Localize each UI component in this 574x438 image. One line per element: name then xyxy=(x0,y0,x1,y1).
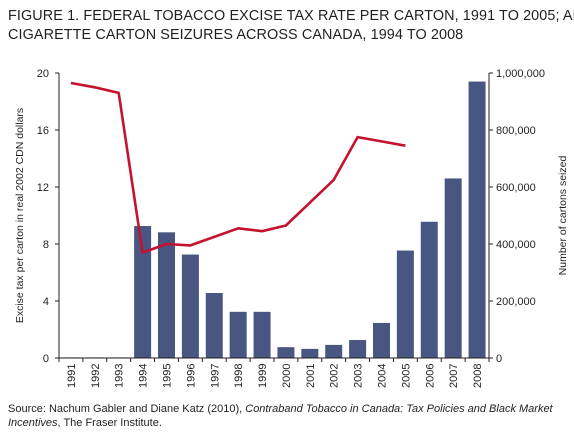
x-tick-label-1996: 1996 xyxy=(185,364,197,388)
bar-2008 xyxy=(468,81,486,359)
right-tick-label-400000: 400,000 xyxy=(496,239,536,251)
right-tick-label-800000: 800,000 xyxy=(496,125,536,137)
right-tick-label-600000: 600,000 xyxy=(496,182,536,194)
left-tick-label-8: 8 xyxy=(43,239,49,251)
left-tick-label-20: 20 xyxy=(37,68,49,80)
bar-2003 xyxy=(349,340,367,358)
x-tick-label-2000: 2000 xyxy=(281,364,293,388)
source-note: Source: Nachum Gabler and Diane Katz (20… xyxy=(8,402,570,430)
x-tick-label-2003: 2003 xyxy=(353,364,365,388)
left-tick-label-16: 16 xyxy=(37,125,49,137)
left-tick-label-0: 0 xyxy=(43,353,49,365)
chart-title: FIGURE 1. FEDERAL TOBACCO EXCISE TAX RAT… xyxy=(8,7,574,45)
bar-2000 xyxy=(277,347,295,358)
source-publication-title: Contraband Tobacco in Canada: Tax Polici… xyxy=(8,403,553,429)
tax-rate-line xyxy=(70,81,406,254)
right-tick-label-1000000: 1,000,000 xyxy=(496,68,545,80)
x-tick-label-2002: 2002 xyxy=(329,364,341,388)
source-prefix: Source: Nachum Gabler and Diane Katz (20… xyxy=(8,403,246,415)
bar-2007 xyxy=(444,178,462,358)
left-axis-title: Excise tax per carton in real 2002 CDN d… xyxy=(14,108,26,323)
bar-2006 xyxy=(420,221,438,358)
x-tick-label-1997: 1997 xyxy=(209,364,221,388)
bar-1996 xyxy=(181,254,199,358)
chart-title-line-2: CIGARETTE CARTON SEIZURES ACROSS CANADA,… xyxy=(8,27,464,43)
x-tick-label-1995: 1995 xyxy=(162,364,174,388)
bar-1994 xyxy=(134,226,152,358)
x-tick-label-2006: 2006 xyxy=(424,364,436,388)
bar-2001 xyxy=(301,348,319,358)
x-tick-label-2001: 2001 xyxy=(305,364,317,388)
x-tick-label-1999: 1999 xyxy=(257,364,269,388)
right-tick-label-200000: 200,000 xyxy=(496,296,536,308)
left-tick-label-12: 12 xyxy=(37,182,49,194)
x-tick-label-1998: 1998 xyxy=(233,364,245,388)
x-tick-label-1991: 1991 xyxy=(66,364,78,388)
combo-chart: 0 4 8 12 16 20 0 200,000 400,000 600,000 800,000 1,… xyxy=(14,68,569,388)
x-tick-label-1992: 1992 xyxy=(90,364,102,388)
bar-1998 xyxy=(229,311,247,358)
right-tick-label-0: 0 xyxy=(496,353,502,365)
bar-2004 xyxy=(373,322,390,358)
chart-title-line-1: FIGURE 1. FEDERAL TOBACCO EXCISE TAX RAT… xyxy=(8,8,574,24)
bar-2005 xyxy=(396,250,414,358)
bar-2002 xyxy=(325,344,343,358)
bar-1997 xyxy=(205,293,223,358)
x-tick-label-1993: 1993 xyxy=(114,364,126,388)
x-tick-label-2008: 2008 xyxy=(472,364,484,388)
x-tick-label-2005: 2005 xyxy=(400,364,412,388)
bar-1995 xyxy=(158,232,175,358)
x-tick-label-2004: 2004 xyxy=(377,364,389,388)
x-tick-label-2007: 2007 xyxy=(448,364,460,388)
left-tick-label-4: 4 xyxy=(43,296,49,308)
bar-1999 xyxy=(253,311,271,358)
x-tick-label-1994: 1994 xyxy=(138,364,150,388)
source-suffix: , The Fraser Institute. xyxy=(57,417,162,429)
right-axis-title: Number of cartons seized xyxy=(557,156,569,276)
